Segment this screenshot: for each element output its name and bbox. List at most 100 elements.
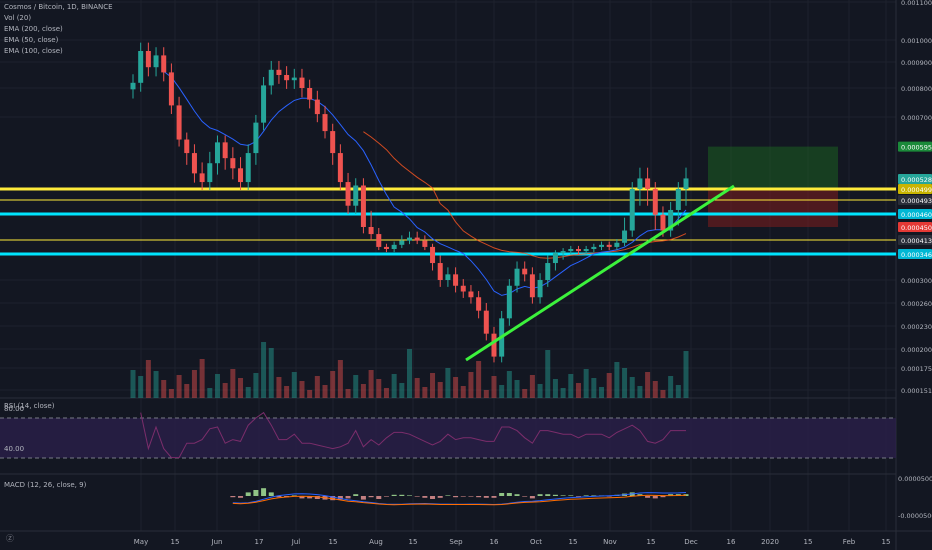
macd-pane	[230, 488, 689, 506]
macd-histogram-bar	[407, 495, 412, 496]
volume-bar	[606, 373, 612, 398]
candle-body	[222, 142, 228, 159]
volume-bar	[568, 374, 574, 398]
candle-body	[383, 246, 389, 249]
macd-histogram-bar	[230, 496, 236, 498]
candle-body	[660, 214, 666, 231]
volume-bar	[652, 381, 658, 398]
candle-body	[522, 268, 528, 275]
stop-zone[interactable]	[708, 189, 838, 227]
candle-body	[568, 249, 574, 252]
candle-body	[407, 237, 412, 241]
macd-histogram-bar	[483, 496, 489, 498]
volume-bar	[545, 350, 551, 398]
volume-bar	[368, 370, 374, 398]
volume-bar	[330, 371, 336, 398]
price-tag	[898, 195, 932, 205]
time-tick-label: 15	[409, 538, 418, 546]
volume-bar	[599, 387, 605, 398]
time-tick-label: Dec	[684, 538, 698, 546]
macd-histogram-bar	[491, 496, 497, 498]
macd-tick-label: -0.0000500	[898, 512, 932, 520]
macd-histogram-bar	[552, 494, 558, 496]
candle-body	[445, 274, 451, 280]
price-tag-label: 0.0005289	[901, 176, 932, 184]
price-tag-label: 0.0004933	[901, 197, 932, 205]
macd-histogram-bar	[345, 496, 351, 499]
candle-body	[599, 244, 605, 247]
candle-body	[230, 158, 236, 169]
candle-body	[583, 249, 589, 252]
volume-bar	[238, 378, 244, 398]
volume-bar	[214, 374, 220, 398]
volume-bar	[460, 386, 466, 398]
time-tick-label: 17	[255, 538, 264, 546]
volume-bar	[529, 375, 535, 398]
candle-body	[184, 139, 190, 154]
candle-body	[591, 246, 597, 249]
volume-bar	[268, 348, 274, 398]
volume-bar	[453, 377, 459, 398]
candle-body	[683, 178, 689, 189]
volume-bar	[353, 375, 359, 398]
candle-body	[391, 244, 397, 249]
macd-histogram-bar	[353, 494, 359, 496]
volume-bar	[468, 372, 474, 398]
macd-histogram-bar	[660, 496, 666, 498]
macd-histogram-bar	[314, 496, 320, 499]
volume-bar	[483, 390, 489, 398]
volume-bar	[591, 378, 597, 398]
candle-body	[552, 253, 558, 264]
macd-histogram-bar	[368, 496, 374, 498]
ema-100-line	[363, 131, 687, 259]
time-tick-label: Feb	[843, 538, 856, 546]
volume-bar	[222, 383, 228, 398]
macd-histogram-bar	[468, 496, 474, 497]
rsi-pane: 80.00 40.00	[0, 405, 896, 459]
volume-bar	[199, 359, 205, 398]
macd-histogram-bar	[437, 496, 443, 498]
candle-body	[284, 75, 290, 81]
time-tick-label: 15	[882, 538, 891, 546]
volume-bar	[299, 381, 305, 398]
price-tag-label: 0.0004606	[901, 211, 932, 219]
legend-ema100: EMA (100, close)	[4, 47, 63, 55]
time-axis[interactable]: May 15 Jun 17 Jul 15 Aug 15 Sep 16 Oct 15 Nov 15 Dec 16…	[134, 538, 891, 546]
candle-body	[276, 69, 282, 75]
candle-body	[214, 142, 220, 164]
target-zone[interactable]	[708, 146, 838, 189]
tradingview-logo-icon: Ⓩ	[6, 534, 14, 543]
candle-body	[353, 185, 359, 206]
volume-bar	[437, 382, 443, 398]
volume-bar	[253, 373, 259, 398]
candle-body	[491, 333, 497, 357]
volume-bar	[245, 387, 251, 398]
volume-bar	[430, 373, 436, 398]
volume-bar	[284, 386, 290, 398]
price-tag	[898, 249, 932, 259]
candle-body	[238, 168, 244, 183]
macd-histogram-bar	[537, 494, 543, 496]
time-tick-label: 16	[727, 538, 736, 546]
candle-body	[299, 77, 305, 88]
macd-histogram-bar	[330, 496, 336, 501]
time-tick-label: 16	[490, 538, 499, 546]
candles	[130, 42, 689, 363]
time-tick-label: Jun	[211, 538, 223, 546]
candle-body	[345, 182, 351, 206]
candle-body	[168, 72, 174, 106]
trendline[interactable]	[465, 184, 735, 362]
macd-histogram-bar	[476, 496, 482, 498]
candle-body	[245, 153, 251, 183]
candle-body	[422, 240, 428, 247]
candle-body	[337, 153, 343, 183]
horizontal-levels[interactable]	[0, 187, 896, 256]
